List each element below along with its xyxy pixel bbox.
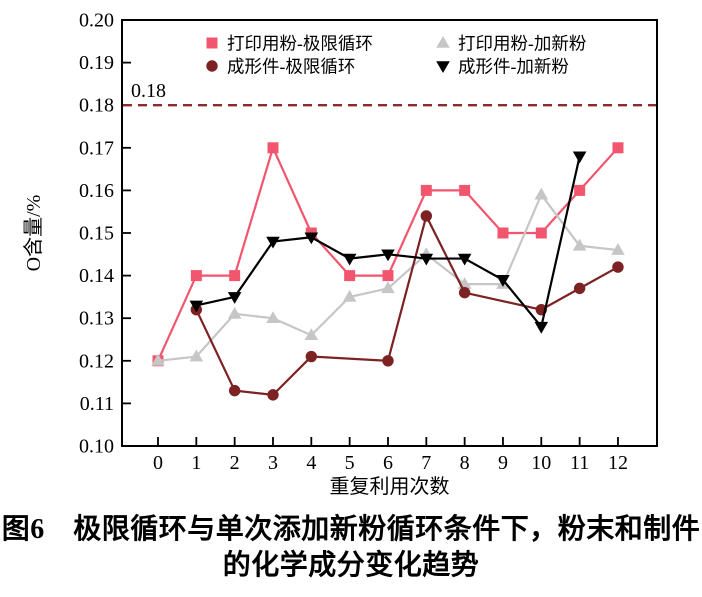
series-1-marker xyxy=(611,243,625,255)
series-1-marker xyxy=(572,238,587,251)
reference-line-label: 0.18 xyxy=(131,80,166,102)
series-1-marker xyxy=(381,281,395,294)
series-3-marker xyxy=(189,300,204,313)
series-2-marker xyxy=(612,261,624,273)
legend-marker-triangle-down xyxy=(436,61,450,73)
y-tick-label: 0.16 xyxy=(79,180,114,202)
x-tick-label: 9 xyxy=(498,452,508,474)
series-2-marker xyxy=(228,384,241,397)
series-3-marker xyxy=(342,253,357,266)
series-3-marker xyxy=(419,253,434,266)
series-0-marker xyxy=(459,184,471,196)
y-tick-label: 0.17 xyxy=(79,137,114,159)
series-0-marker xyxy=(190,270,202,282)
x-tick-label: 3 xyxy=(268,452,278,474)
x-tick-label: 1 xyxy=(191,452,201,474)
series-1-marker xyxy=(304,328,319,341)
y-tick-label: 0.20 xyxy=(79,10,114,32)
series-3-marker xyxy=(381,249,395,262)
series-0-marker xyxy=(420,184,432,196)
x-tick-label: 6 xyxy=(383,452,393,474)
y-tick-label: 0.11 xyxy=(80,393,114,415)
y-tick-label: 0.19 xyxy=(79,52,114,74)
legend-marker-circle xyxy=(206,60,218,72)
y-axis-title: O含量/% xyxy=(22,195,45,272)
x-tick-label: 7 xyxy=(421,452,431,474)
series-0-marker xyxy=(267,142,279,154)
legend-label: 打印用粉-加新粉 xyxy=(458,34,586,54)
legend-label: 成形件-加新粉 xyxy=(458,57,569,77)
series-3-marker xyxy=(266,236,280,249)
y-tick-label: 0.14 xyxy=(79,265,114,287)
series-0-marker xyxy=(612,142,624,154)
series-0-marker xyxy=(497,227,509,239)
series-3-marker xyxy=(304,232,319,245)
series-2-marker xyxy=(420,210,433,222)
series-3-marker xyxy=(572,151,587,164)
caption-line-2: 的化学成分变化趋势 xyxy=(222,550,480,581)
series-2-marker xyxy=(382,355,394,367)
x-tick-label: 0 xyxy=(153,452,163,474)
y-tick-label: 0.15 xyxy=(79,223,114,245)
series-0-marker xyxy=(229,270,241,282)
y-tick-label: 0.12 xyxy=(79,350,114,372)
legend-marker-square xyxy=(206,37,218,49)
x-tick-label: 11 xyxy=(570,452,589,474)
series-2-marker xyxy=(573,282,586,295)
series-2-line xyxy=(195,212,619,397)
x-tick-label: 10 xyxy=(531,452,551,474)
series-0-marker xyxy=(574,184,586,196)
x-tick-label: 5 xyxy=(345,452,355,474)
x-tick-label: 12 xyxy=(608,452,628,474)
series-1-marker xyxy=(534,187,549,200)
series-0-marker xyxy=(535,227,547,239)
series-1-marker xyxy=(227,306,242,319)
figure-caption: 图6 极限循环与单次添加新粉循环条件下，粉末和制件 的化学成分变化趋势 xyxy=(0,513,702,585)
series-1-marker xyxy=(266,311,280,323)
series-2-marker xyxy=(458,286,471,299)
series-0-marker xyxy=(382,270,394,282)
legend-marker-triangle-up xyxy=(436,36,450,48)
series-2-marker xyxy=(305,350,318,363)
legend-label: 打印用粉-极限循环 xyxy=(227,34,373,54)
caption-line-1: 图6 极限循环与单次添加新粉循环条件下，粉末和制件 xyxy=(1,514,701,545)
series-0-marker xyxy=(344,270,356,282)
x-tick-label: 4 xyxy=(306,452,316,474)
series-3-marker xyxy=(496,275,510,287)
line-chart: 0.10 0.11 0.12 0.13 0.14 0.15 0.16 0.17 0.18 0.19… xyxy=(22,10,658,498)
plot-border xyxy=(121,19,658,447)
x-axis-title: 重复利用次数 xyxy=(330,475,450,498)
series-1-marker xyxy=(151,353,165,366)
y-tick-label: 0.18 xyxy=(79,95,114,117)
legend-label: 成形件-极限循环 xyxy=(227,57,355,77)
x-tick-label: 8 xyxy=(460,452,470,474)
series-3-marker xyxy=(534,321,549,334)
y-tick-label: 0.13 xyxy=(79,308,114,330)
y-tick-label: 0.10 xyxy=(79,436,114,458)
x-tick-label: 2 xyxy=(230,452,240,474)
series-3-marker xyxy=(227,292,242,304)
series-1-marker xyxy=(342,289,357,302)
series-1-marker xyxy=(189,349,204,362)
series-2-marker xyxy=(267,389,279,401)
series-3-marker xyxy=(457,253,472,266)
